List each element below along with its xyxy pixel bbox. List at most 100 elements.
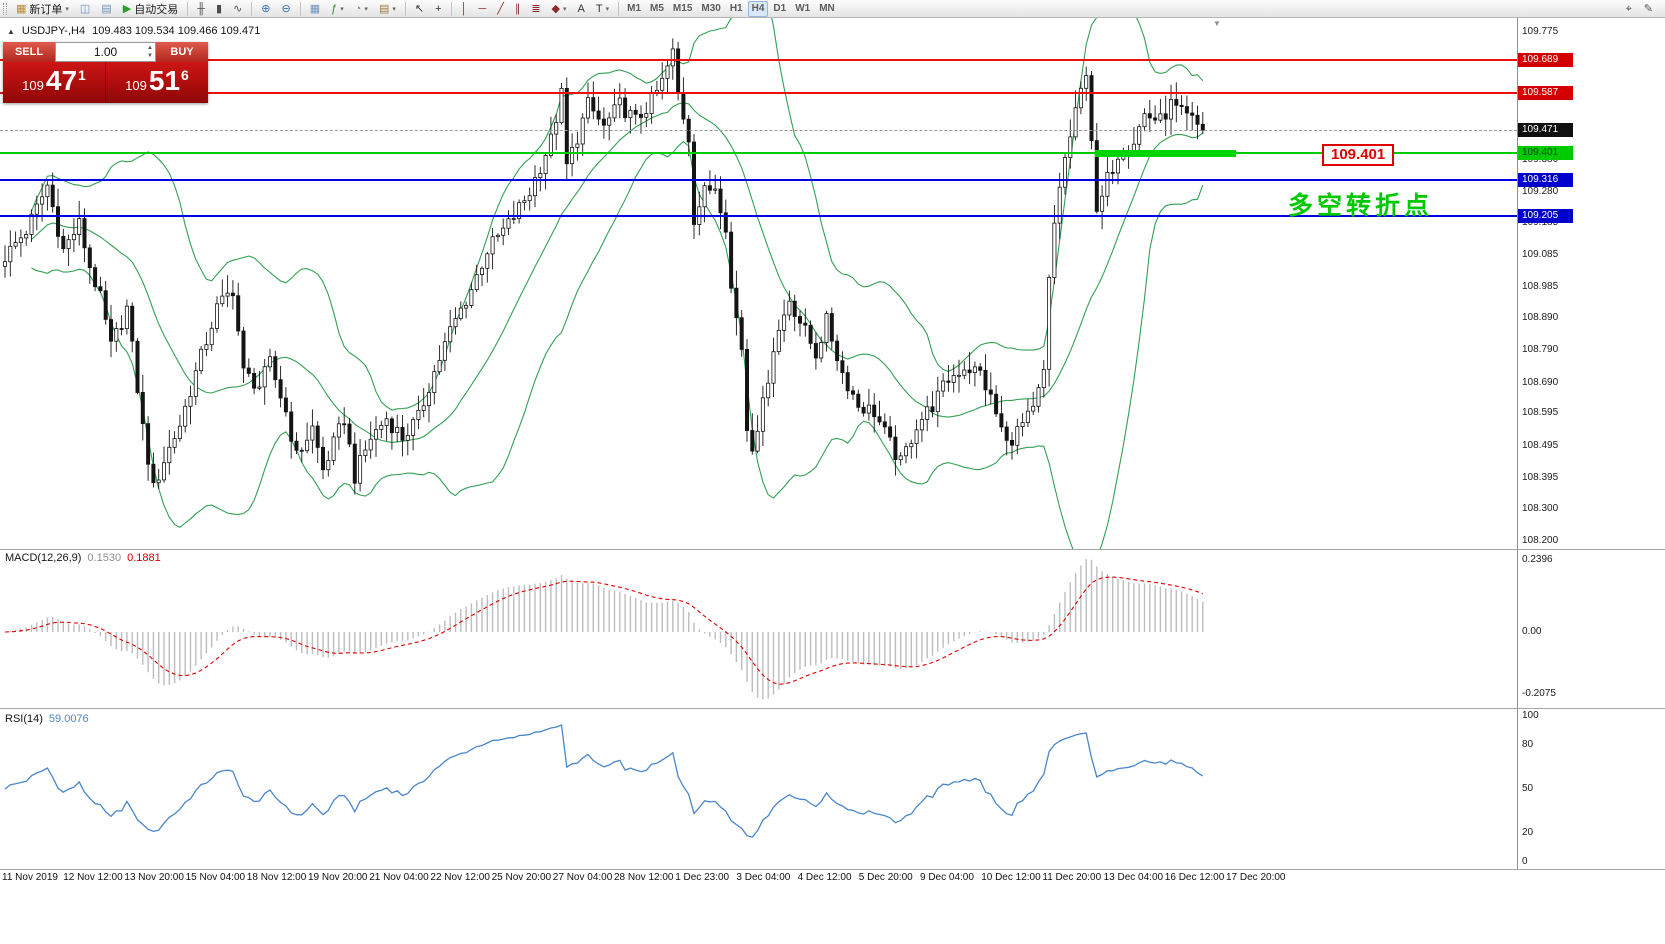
candlestick-chart-icon: ▮ bbox=[216, 2, 223, 15]
autotrading-button[interactable]: ▶ 自动交易 bbox=[118, 1, 183, 17]
panel-separator[interactable] bbox=[0, 708, 1665, 709]
toolbar-items: ▦ 新订单 ▾ ◫ ▤ ▶ 自动交易 ╫ ▮ ∿ ⊕ ⊖ ▦ ƒ ▾ ◔ ▾ ▤ ▾ ↖ + │ ─ ╱ ∥ ≣ ◆ ▾ A T ▾ M1 M5… bbox=[11, 0, 839, 17]
text-label-button[interactable]: T ▾ bbox=[591, 1, 614, 17]
stepper-up-icon[interactable]: ▲ bbox=[147, 45, 153, 51]
support-zone-bar[interactable] bbox=[1095, 149, 1236, 157]
panel-separator[interactable] bbox=[0, 549, 1665, 550]
zoom-in-button[interactable]: ⊕ bbox=[256, 1, 275, 17]
time-axis-label: 16 Dec 12:00 bbox=[1164, 872, 1225, 883]
toolbar-separator bbox=[299, 1, 301, 16]
trendline-button[interactable]: ╱ bbox=[492, 1, 509, 17]
hline-109.401[interactable] bbox=[0, 151, 1517, 154]
toolbar-separator bbox=[618, 1, 620, 16]
buy-button[interactable]: BUY bbox=[156, 42, 208, 62]
tf-mn-button[interactable]: MN bbox=[815, 1, 839, 17]
chart-window-button[interactable]: ◫ bbox=[75, 1, 95, 17]
strategy-tester-button[interactable]: ▤ bbox=[96, 1, 116, 17]
line-chart-icon: ∿ bbox=[233, 2, 243, 15]
tile-windows-icon: ▦ bbox=[309, 2, 321, 15]
tf-d1-button-label: D1 bbox=[773, 3, 787, 14]
volume-input[interactable]: 1.00 ▲ ▼ bbox=[55, 42, 156, 62]
price-axis-label: 108.395 bbox=[1522, 471, 1559, 483]
hline-109.205[interactable] bbox=[0, 215, 1517, 218]
sell-button[interactable]: SELL bbox=[3, 42, 55, 62]
text-label-icon: T bbox=[595, 2, 603, 15]
hline-109.587[interactable] bbox=[0, 91, 1517, 94]
cursor-button[interactable]: ↖ bbox=[410, 1, 429, 17]
channel-button[interactable]: ∥ bbox=[510, 1, 526, 17]
macd-label: MACD(12,26,9) 0.1530 0.1881 bbox=[5, 552, 161, 564]
new-order-button[interactable]: ▦ 新订单 ▾ bbox=[11, 1, 74, 17]
chart-window-icon: ◫ bbox=[79, 2, 91, 15]
macd-axis-label: 0.2396 bbox=[1522, 554, 1553, 566]
time-axis-label: 5 Dec 20:00 bbox=[858, 872, 913, 883]
search-button[interactable]: ⌖ bbox=[1621, 1, 1637, 17]
sell-price-button[interactable]: 109 47 1 bbox=[3, 62, 105, 103]
hline-109.689[interactable] bbox=[0, 58, 1517, 61]
time-axis-label: 12 Nov 12:00 bbox=[63, 872, 123, 883]
line-chart-button[interactable]: ∿ bbox=[228, 1, 247, 17]
shapes-button[interactable]: ◆ ▾ bbox=[547, 1, 572, 17]
dropdown-caret-icon: ▾ bbox=[392, 5, 396, 13]
indicators-button[interactable]: ƒ ▾ bbox=[326, 1, 349, 17]
zoom-out-button[interactable]: ⊖ bbox=[277, 1, 296, 17]
text-button[interactable]: A bbox=[573, 1, 590, 17]
rsi-axis-label: 100 bbox=[1522, 710, 1539, 721]
periods-icon: ◔ bbox=[354, 2, 362, 15]
tf-m1-button[interactable]: M1 bbox=[623, 1, 645, 17]
time-axis-label: 25 Nov 20:00 bbox=[491, 872, 552, 883]
toolbar-separator bbox=[251, 1, 253, 16]
vertical-line-icon: │ bbox=[460, 2, 468, 15]
price-chart[interactable] bbox=[0, 18, 1517, 549]
toolbar: ▦ 新订单 ▾ ◫ ▤ ▶ 自动交易 ╫ ▮ ∿ ⊕ ⊖ ▦ ƒ ▾ ◔ ▾ ▤ ▾ ↖ + │ ─ ╱ ∥ ≣ ◆ ▾ A T ▾ M1 M5… bbox=[0, 0, 1665, 18]
periods-button[interactable]: ◔ ▾ bbox=[350, 1, 373, 17]
price-tag-109.401: 109.401 bbox=[1518, 145, 1573, 160]
tf-m15-button-label: M15 bbox=[672, 3, 693, 14]
toolbar-right: ⌖ ✎ bbox=[1621, 1, 1662, 17]
rsi-chart[interactable] bbox=[0, 710, 1517, 868]
volume-value: 1.00 bbox=[93, 45, 118, 59]
turning-point-note[interactable]: 多空转折点 bbox=[1288, 192, 1434, 220]
horizontal-line-button[interactable]: ─ bbox=[473, 1, 491, 17]
crosshair-button[interactable]: + bbox=[430, 1, 446, 17]
tf-m5-button-label: M5 bbox=[650, 3, 664, 14]
price-tag-109.689: 109.689 bbox=[1518, 52, 1573, 67]
macd-signal-value: 0.1881 bbox=[127, 552, 161, 564]
macd-axis-label: -0.2075 bbox=[1522, 688, 1556, 700]
tf-m15-button[interactable]: M15 bbox=[669, 1, 696, 17]
cursor-icon: ↖ bbox=[414, 2, 425, 15]
stepper-down-icon[interactable]: ▼ bbox=[147, 53, 153, 59]
tf-w1-button[interactable]: W1 bbox=[791, 1, 814, 17]
buy-price-button[interactable]: 109 51 6 bbox=[105, 62, 208, 103]
vertical-line-button[interactable]: │ bbox=[456, 1, 473, 17]
tf-m5-button[interactable]: M5 bbox=[646, 1, 668, 17]
search-icon: ⌖ bbox=[1625, 2, 1632, 15]
hline-109.316[interactable] bbox=[0, 179, 1517, 182]
tf-h1-button[interactable]: H1 bbox=[726, 1, 747, 17]
templates-button[interactable]: ▤ ▾ bbox=[374, 1, 401, 17]
price-axis-label: 109.280 bbox=[1522, 185, 1559, 197]
pointer-button[interactable]: ✎ bbox=[1639, 1, 1658, 17]
tf-h4-button[interactable]: H4 bbox=[747, 0, 769, 17]
tf-w1-button-label: W1 bbox=[795, 3, 811, 14]
time-axis-label: 3 Dec 04:00 bbox=[736, 872, 791, 883]
rsi-axis-label: 0 bbox=[1522, 856, 1528, 867]
price-callout[interactable]: 109.401 bbox=[1322, 144, 1395, 166]
tf-mn-button-label: MN bbox=[819, 3, 835, 14]
price-axis-label: 108.300 bbox=[1522, 502, 1559, 514]
one-click-collapse-arrow[interactable]: ▲ bbox=[7, 26, 15, 36]
one-click-trading-panel: SELL 1.00 ▲ ▼ BUY 109 47 1 109 51 6 bbox=[3, 42, 208, 103]
fibonacci-button[interactable]: ≣ bbox=[526, 1, 545, 17]
candlestick-chart-button[interactable]: ▮ bbox=[211, 1, 227, 17]
time-axis-label: 19 Nov 20:00 bbox=[308, 872, 368, 883]
macd-chart[interactable] bbox=[0, 550, 1517, 707]
tf-m30-button[interactable]: M30 bbox=[697, 1, 724, 17]
bar-chart-button[interactable]: ╫ bbox=[192, 1, 210, 17]
tf-d1-button[interactable]: D1 bbox=[769, 1, 790, 17]
hline-109.471[interactable] bbox=[0, 130, 1517, 132]
tile-windows-button[interactable]: ▦ bbox=[305, 1, 325, 17]
volume-stepper[interactable]: ▲ ▼ bbox=[147, 44, 153, 60]
sell-price-main: 47 bbox=[45, 65, 78, 96]
toolbar-grip[interactable] bbox=[3, 2, 7, 15]
